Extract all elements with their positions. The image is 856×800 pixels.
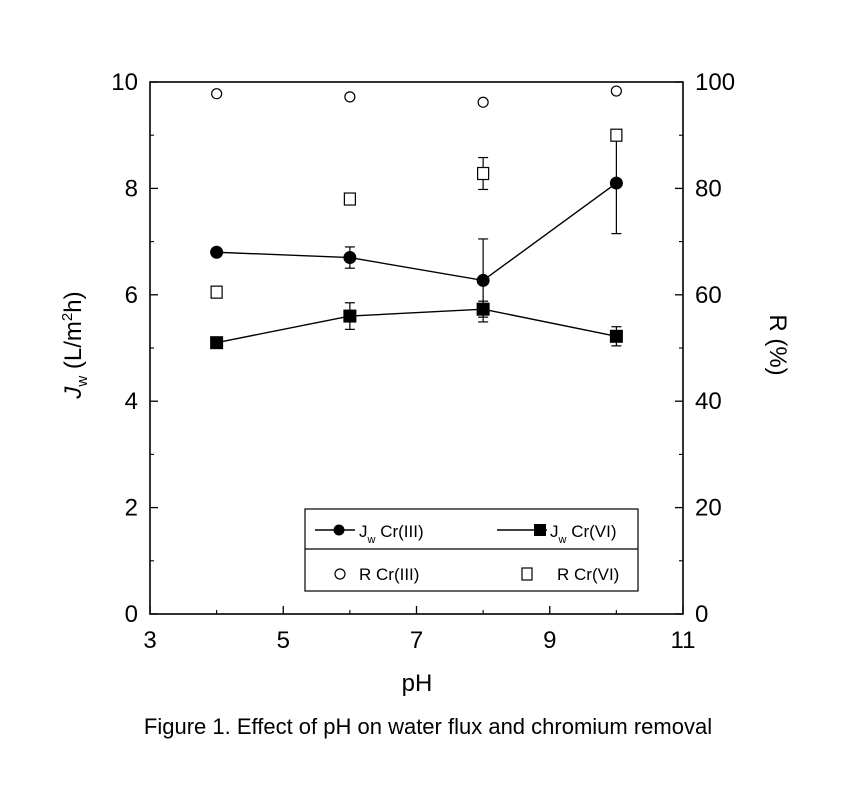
y-axis-left-ticks: 0 2 4 6 8 10 [111,69,158,628]
legend-marker-r-cr6 [521,567,533,581]
legend-label-jw-cr3: Jw Cr(III) [359,522,424,546]
y-right-tick-label: 0 [695,601,708,628]
y-left-tick-label: 6 [125,282,138,309]
data-point [610,128,623,142]
series [210,85,623,350]
data-point [609,329,623,343]
y-left-tick-label: 4 [125,388,138,415]
legend-marker-jw-cr6 [534,524,546,536]
x-tick-label: 9 [543,627,556,654]
series-line-jw_cr3 [216,182,617,282]
legend: Jw Cr(III) Jw Cr(VI) R Cr(III) R Cr(VI) [304,508,639,592]
y-axis-right-ticks: 0 20 40 60 80 100 [675,69,735,628]
data-point [476,302,490,316]
x-tick-label: 11 [671,627,696,654]
y-axis-right-label: R (%) [764,314,791,375]
data-point [210,245,224,259]
legend-label-jw-cr6: Jw Cr(VI) [550,522,617,546]
data-point [210,285,223,299]
series-r_cr3 [211,85,622,108]
y-left-tick-label: 10 [111,69,138,96]
legend-label-r-cr6: R Cr(VI) [557,565,619,584]
series-line-jw_cr6 [216,308,617,344]
x-axis-label: pH [402,670,433,697]
y-axis-left-label: Jw (L/m2h) [59,291,91,399]
data-point [477,96,489,108]
data-point [211,88,223,100]
series-jw_cr3 [210,131,623,323]
legend-marker-jw-cr3 [333,524,345,536]
data-point [476,273,490,287]
y-right-tick-label: 60 [695,282,722,309]
data-point [477,166,490,181]
series-r_cr6 [210,128,623,299]
data-point [343,309,357,323]
x-tick-label: 3 [143,627,156,654]
y-left-tick-label: 8 [125,175,138,202]
y-left-tick-label: 0 [125,601,138,628]
legend-marker-r-cr3 [334,568,346,580]
data-point [343,192,356,206]
data-point [610,85,622,97]
y-right-tick-label: 100 [695,69,735,96]
x-axis-ticks: 3 5 7 9 11 [143,606,695,654]
data-point [344,91,356,103]
series-jw_cr6 [210,300,623,350]
legend-box [304,508,639,592]
data-point [210,336,224,350]
data-point [609,176,623,190]
y-right-tick-label: 80 [695,175,722,202]
data-point [343,251,357,265]
x-tick-label: 5 [277,627,290,654]
y-right-tick-label: 20 [695,495,722,522]
figure-caption: Figure 1. Effect of pH on water flux and… [143,714,713,739]
legend-label-r-cr3: R Cr(III) [359,565,419,584]
y-right-tick-label: 40 [695,388,722,415]
x-tick-label: 7 [410,627,423,654]
y-left-tick-label: 2 [125,495,138,522]
